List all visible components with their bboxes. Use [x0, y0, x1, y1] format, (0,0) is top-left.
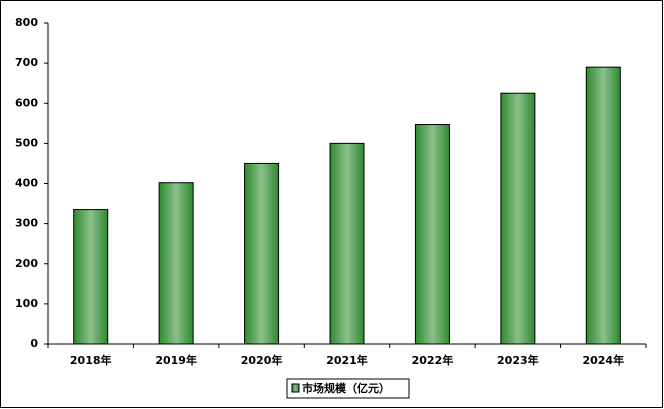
x-tick-label: 2022年 — [412, 353, 454, 367]
x-tick-label: 2020年 — [241, 353, 283, 367]
bar — [329, 142, 365, 345]
x-tick-label: 2024年 — [582, 353, 624, 367]
y-tick-label: 100 — [15, 297, 38, 310]
y-tick-label: 400 — [15, 177, 38, 190]
y-tick-label: 300 — [15, 217, 38, 230]
y-tick-label: 700 — [15, 56, 38, 69]
x-tick-label: 2023年 — [497, 353, 539, 367]
y-tick-label: 800 — [15, 16, 38, 29]
bar — [73, 209, 109, 345]
legend-swatch — [291, 383, 300, 393]
x-tick-label: 2019年 — [155, 353, 197, 367]
bar — [244, 162, 280, 345]
legend-label: 市场规模（亿元） — [302, 381, 390, 395]
bar — [500, 92, 536, 345]
bar — [414, 124, 450, 345]
legend: 市场规模（亿元） — [286, 378, 410, 399]
bar — [158, 182, 194, 345]
y-tick-label: 0 — [30, 337, 38, 350]
y-tick-label: 600 — [15, 96, 38, 109]
x-tick-label: 2021年 — [326, 353, 368, 367]
x-tick-label: 2018年 — [70, 353, 112, 367]
y-tick-label: 200 — [15, 257, 38, 270]
legend-frame — [286, 378, 410, 399]
y-tick-label: 500 — [15, 136, 38, 149]
bar — [585, 66, 621, 345]
